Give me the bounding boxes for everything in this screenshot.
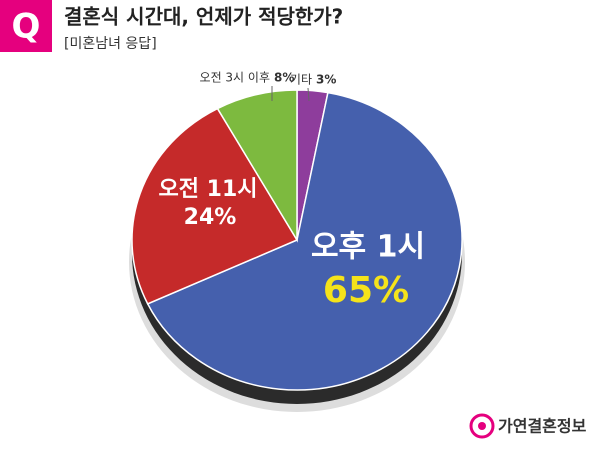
chart-title: 결혼식 시간대, 언제가 적당한가? bbox=[64, 5, 343, 29]
pie-slice bbox=[216, 89, 298, 243]
value-label: 65% bbox=[323, 270, 409, 311]
slice-label: 오전 3시 이후 bbox=[200, 71, 270, 85]
brand: 가연결혼정보 bbox=[498, 417, 587, 436]
pie-slice bbox=[146, 91, 463, 391]
value-label: 24% bbox=[184, 205, 237, 230]
slice-label: 오전 11시 bbox=[159, 177, 258, 202]
value-label: 8% bbox=[274, 71, 294, 85]
badge: Q bbox=[12, 7, 41, 47]
logo-ring bbox=[469, 413, 495, 439]
slice-label: 오후 1시 bbox=[311, 230, 425, 265]
brand-logo bbox=[469, 413, 495, 439]
value-label: 3% bbox=[316, 73, 336, 87]
chart-subtitle: [미혼남녀 응답] bbox=[64, 36, 157, 52]
leader-line bbox=[307, 87, 310, 102]
pie-slice bbox=[131, 107, 299, 305]
slice-label: 기타 bbox=[290, 73, 312, 87]
logo-dot bbox=[478, 422, 486, 430]
badge-box bbox=[0, 0, 52, 52]
pie bbox=[131, 89, 463, 391]
